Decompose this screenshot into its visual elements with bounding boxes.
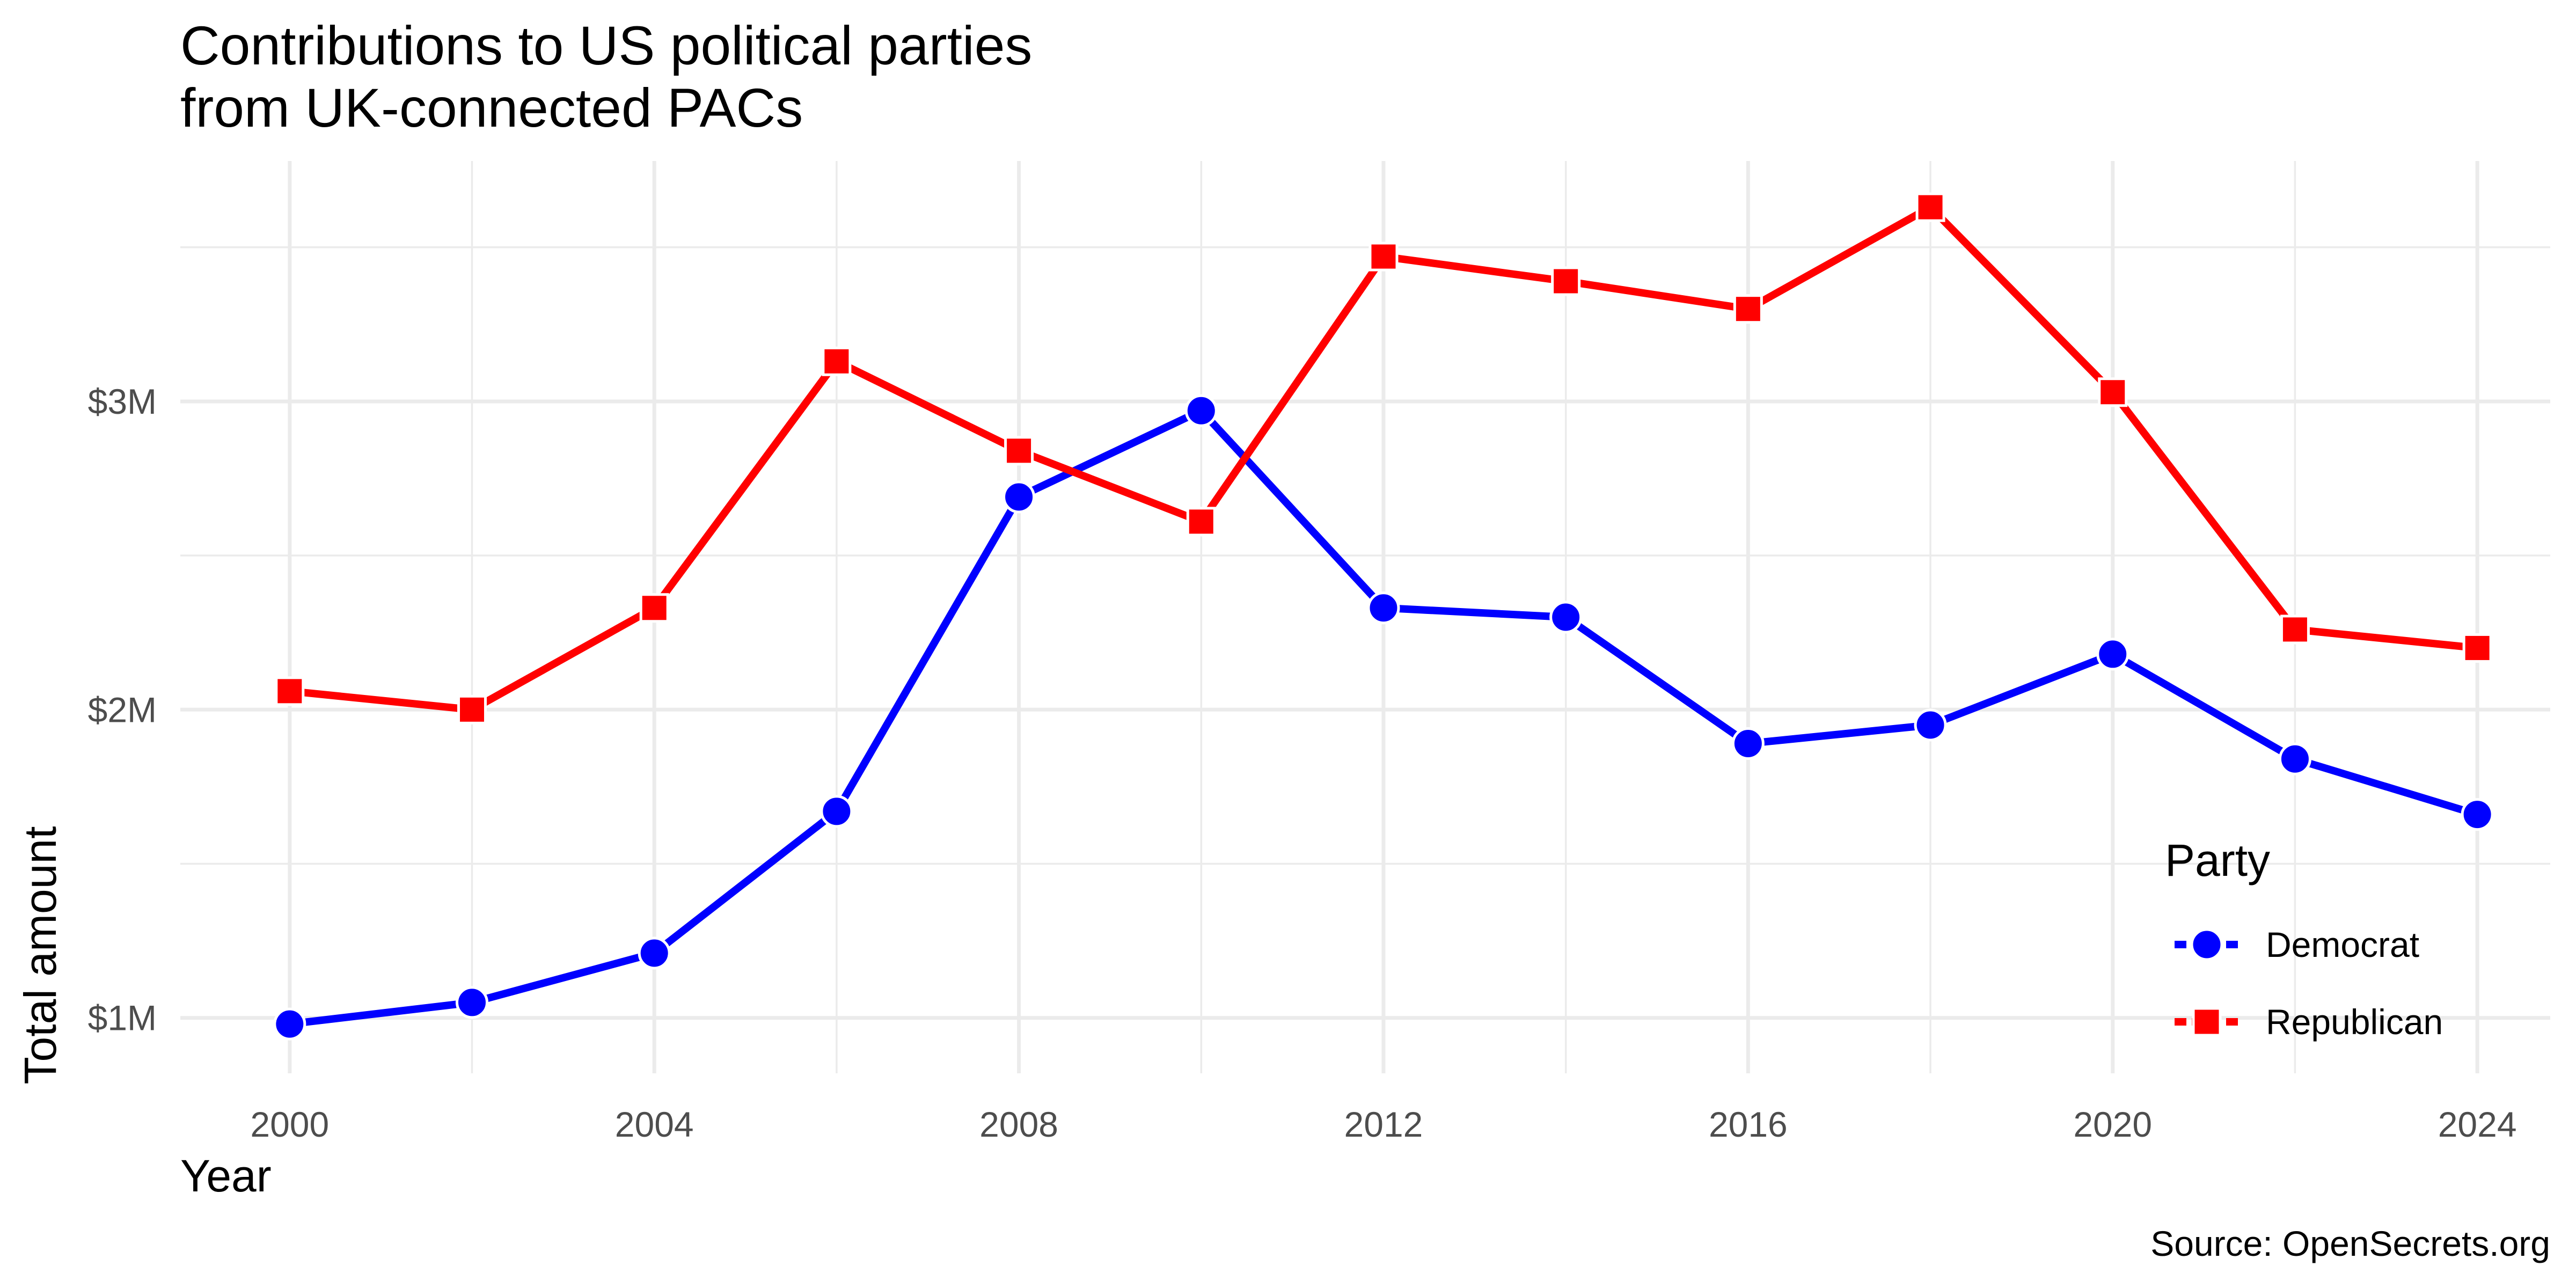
data-point-republican <box>1551 266 1581 296</box>
legend: Party Democrat Republican <box>2165 835 2443 1042</box>
x-tick-label: 2012 <box>1344 1104 1423 1144</box>
legend-label: Republican <box>2266 1002 2443 1042</box>
data-point-democrat <box>638 936 671 970</box>
data-point-democrat <box>2096 638 2129 671</box>
data-point-republican <box>457 694 487 724</box>
data-point-democrat <box>1549 601 1583 634</box>
data-point-republican <box>1186 507 1216 537</box>
data-point-democrat <box>1002 480 1036 514</box>
data-point-democrat <box>820 795 853 828</box>
legend-title: Party <box>2165 835 2270 885</box>
data-point-democrat <box>2461 798 2494 831</box>
data-point-democrat <box>273 1007 306 1041</box>
x-tick-label: 2016 <box>1709 1104 1788 1144</box>
data-point-republican <box>2462 633 2492 663</box>
y-tick-label: $1M <box>88 998 157 1038</box>
x-axis-tick-labels: 2000 2004 2008 2012 2016 2020 2024 <box>250 1104 2516 1144</box>
data-point-republican <box>275 676 305 706</box>
chart-title-line-1: Contributions to US political parties <box>180 15 1032 76</box>
data-point-republican <box>1915 192 1945 222</box>
x-tick-label: 2000 <box>250 1104 329 1144</box>
data-point-democrat <box>1914 708 1947 742</box>
series-markers <box>273 192 2494 1041</box>
y-axis-tick-labels: $1M $2M $3M <box>88 382 157 1038</box>
caption: Source: OpenSecrets.org <box>2150 1224 2550 1263</box>
data-point-republican <box>1004 436 1034 466</box>
data-point-democrat <box>456 986 489 1019</box>
data-point-democrat <box>2278 742 2311 775</box>
legend-key-marker <box>2190 928 2223 961</box>
legend-key-marker <box>2192 1007 2222 1037</box>
chart-title-line-2: from UK-connected PACs <box>180 77 803 138</box>
legend-entry-republican: Republican <box>2175 1002 2443 1042</box>
data-point-democrat <box>1184 394 1218 427</box>
x-tick-label: 2008 <box>979 1104 1058 1144</box>
data-point-republican <box>2280 614 2310 645</box>
data-point-democrat <box>1367 591 1400 625</box>
data-point-democrat <box>1731 727 1765 760</box>
legend-entries: Democrat Republican <box>2175 925 2443 1042</box>
y-tick-label: $2M <box>88 690 157 729</box>
y-axis-title: Total amount <box>15 826 65 1085</box>
data-point-republican <box>639 593 669 623</box>
legend-label: Democrat <box>2266 925 2419 964</box>
x-axis-title: Year <box>180 1151 272 1201</box>
grid <box>180 161 2550 1073</box>
legend-entry-democrat: Democrat <box>2175 925 2419 964</box>
data-point-republican <box>2098 377 2128 407</box>
data-point-republican <box>1368 241 1399 272</box>
x-tick-label: 2004 <box>615 1104 694 1144</box>
data-point-republican <box>1733 294 1763 324</box>
x-tick-label: 2020 <box>2073 1104 2152 1144</box>
x-tick-label: 2024 <box>2438 1104 2517 1144</box>
y-tick-label: $3M <box>88 382 157 421</box>
data-point-republican <box>822 346 852 376</box>
